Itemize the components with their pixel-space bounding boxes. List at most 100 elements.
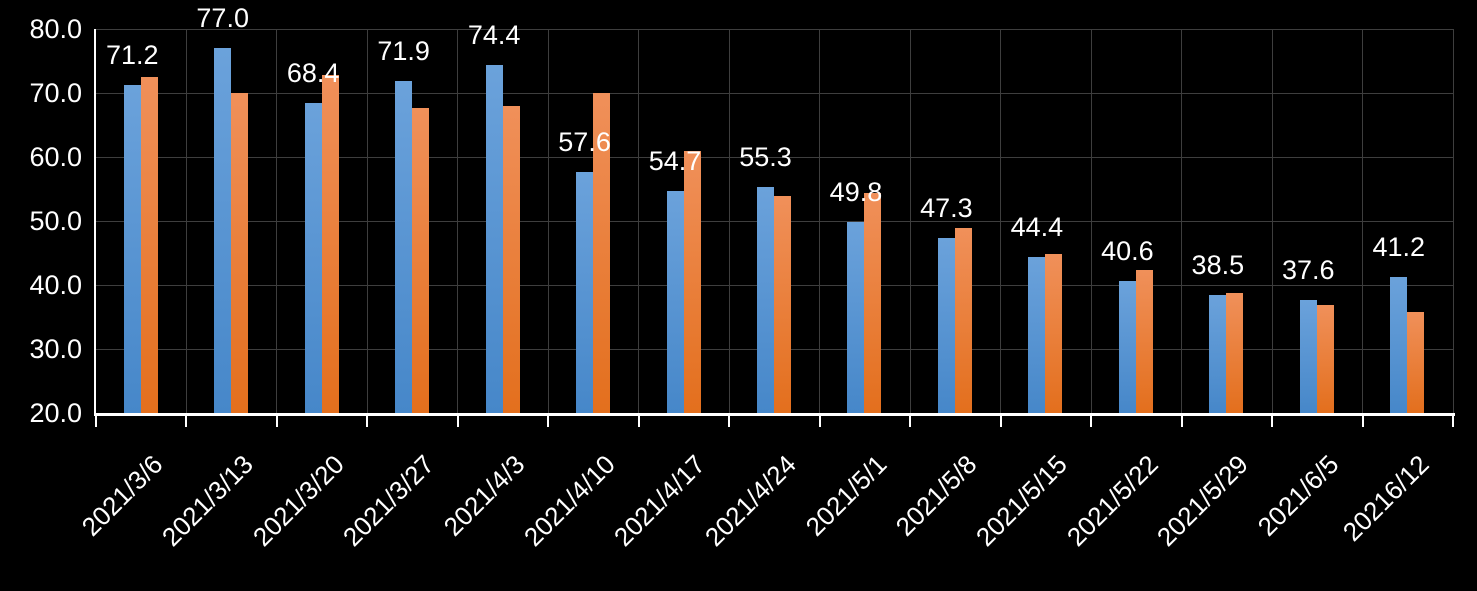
axis-tick-mark [366,416,369,427]
bar-value-label: 68.4 [286,58,340,89]
x-axis-tick-label: 2021/5/1 [799,449,893,542]
blue-bar [1209,294,1227,413]
x-axis-tick-label: 2021/3/27 [336,449,440,553]
bar-value-label: 71.9 [377,35,430,66]
v-gridline [185,29,187,413]
y-axis-tick-label: 70.0 [29,78,82,108]
orange-bar [321,75,339,413]
x-axis-tick-label: 20216/12 [1337,449,1435,547]
v-gridline [728,29,730,413]
v-gridline [457,29,459,413]
x-axis-tick-label: 2021/4/10 [517,449,621,553]
axis-tick-mark [999,416,1002,427]
axis-tick-mark [95,416,97,427]
axis-tick-mark [1180,416,1183,427]
v-gridline [547,29,549,413]
axis-tick-mark [456,416,459,427]
blue-bar [1299,300,1317,413]
y-axis-tick-label: 50.0 [29,206,82,236]
v-gridline [1452,29,1454,413]
bar-value-label: 40.6 [1101,236,1154,267]
orange-bar [683,150,701,413]
orange-bar [593,93,611,413]
v-gridline [638,29,640,413]
x-axis-tick-label: 2021/5/22 [1060,449,1164,553]
h-gridline [96,92,1453,94]
bar-value-label: 74.4 [467,19,521,50]
orange-bar [1316,304,1334,413]
axis-tick-mark [1271,416,1274,427]
v-gridline [276,29,278,413]
orange-bar [1135,270,1153,413]
blue-bar [485,64,503,413]
orange-bar [502,105,520,413]
orange-bar [140,77,158,413]
x-axis-tick-label: 2021/6/5 [1251,449,1345,542]
bar-value-label: 44.4 [1010,211,1064,242]
orange-bar [1045,254,1063,413]
orange-bar [864,193,882,413]
axis-tick-mark [185,416,188,427]
blue-bar [937,238,955,413]
blue-bar [304,103,322,413]
h-gridline [96,28,1453,30]
bar-value-label: 49.8 [829,177,883,208]
blue-bar [1028,256,1046,413]
axis-tick-mark [909,416,912,427]
plot-area: 71.2 2021/3/6 77.0 2021/3/13 68.4 2021/3/20 71… [76,3,1455,552]
bar-value-label: 55.3 [739,142,792,173]
blue-bar [214,48,232,413]
orange-bar [1407,311,1425,413]
bar-value-label: 57.6 [558,127,611,158]
orange-bar [412,108,430,413]
bar-value-label: 41.2 [1372,232,1426,263]
blue-bar [123,85,141,413]
x-axis-line [94,413,1455,416]
v-gridline [909,29,911,413]
x-axis-tick-label: 2021/5/15 [970,449,1074,553]
v-gridline [366,29,368,413]
blue-bar [757,187,774,413]
v-gridline [1000,29,1002,413]
axis-tick-mark [1090,416,1093,427]
axis-tick-mark [728,416,731,427]
blue-bar [1118,281,1136,413]
bar-value-label: 77.0 [196,3,249,34]
v-gridline [1090,29,1092,413]
blue-bar [395,80,413,413]
blue-bar [666,190,684,413]
x-axis-tick-label: 2021/4/17 [608,449,712,553]
orange-bar [231,93,249,413]
x-axis-tick-label: 2021/3/6 [75,449,169,542]
v-gridline [819,29,821,413]
axis-tick-mark [818,416,821,427]
blue-bar [847,222,865,413]
y-axis-tick-label: 80.0 [29,14,82,44]
x-axis-tick-label: 2021/3/13 [155,449,259,553]
v-gridline [1271,29,1273,413]
orange-bar [954,228,972,413]
h-gridline [96,156,1453,158]
v-gridline [1362,29,1364,413]
x-axis-tick-label: 2021/5/29 [1151,449,1255,553]
axis-tick-mark [1361,416,1364,427]
orange-bar [1226,292,1244,413]
blue-bar [1390,277,1408,413]
axis-tick-mark [637,416,640,427]
bar-value-label: 47.3 [920,193,973,224]
x-axis-tick-label: 2021/3/20 [246,449,350,553]
y-axis-tick-label: 40.0 [29,270,82,300]
bar-value-label: 37.6 [1282,255,1335,286]
x-axis-tick-label: 2021/5/8 [889,449,983,542]
x-axis-tick-label: 2021/4/24 [698,449,802,553]
x-axis-tick-label: 2021/4/3 [437,449,531,542]
y-axis-tick-label: 30.0 [29,334,82,364]
axis-tick-mark [275,416,278,427]
orange-bar [774,196,791,413]
bar-value-label: 38.5 [1191,249,1245,280]
y-axis-tick-label: 60.0 [29,142,82,172]
v-gridline [1181,29,1183,413]
bar-value-label: 54.7 [648,145,702,176]
blue-bar [576,172,594,413]
